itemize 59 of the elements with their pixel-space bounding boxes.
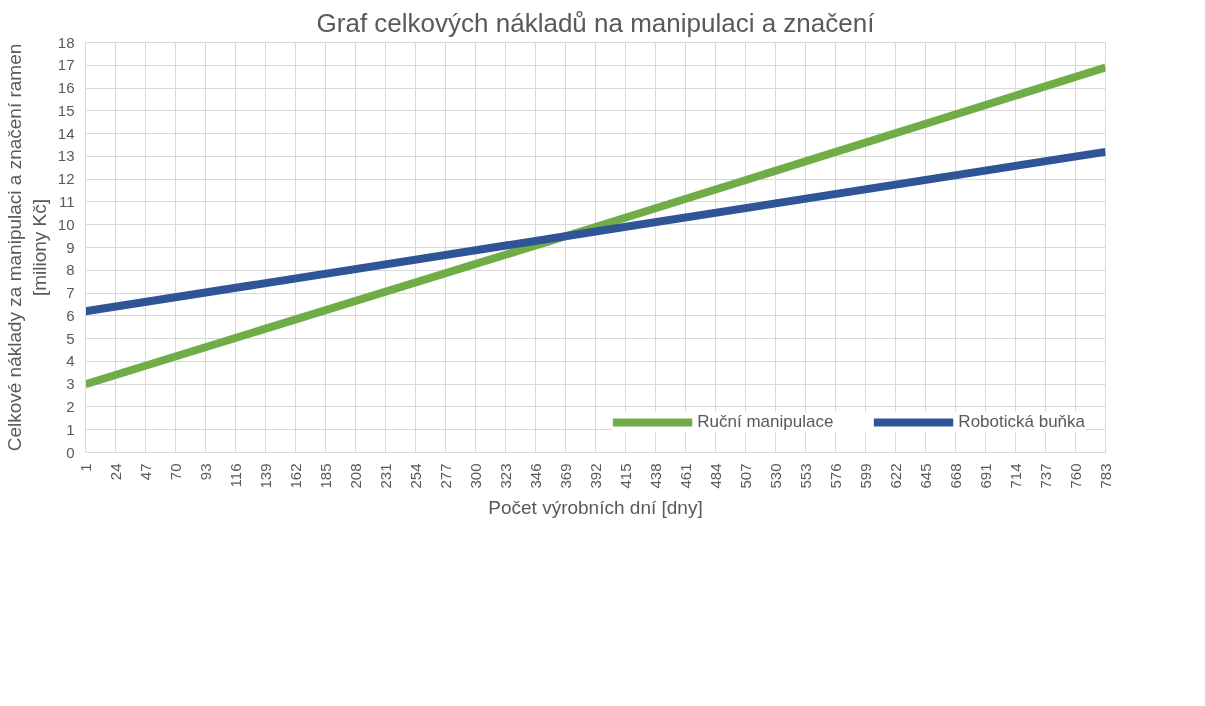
x-tick-label: 323 [496,463,514,489]
y-tick-label: 1 [66,420,75,438]
x-tick-label: 530 [766,463,784,489]
y-tick-label: 15 [57,101,75,119]
y-tick-label: 16 [57,79,75,97]
y-tick-label: 8 [66,261,75,279]
y-tick-label: 4 [66,352,75,370]
x-tick-label: 369 [556,463,574,489]
x-tick-label: 277 [436,463,454,489]
y-tick-label: 2 [66,397,75,415]
x-tick-label: 415 [616,463,634,489]
x-tick-label: 461 [676,463,694,489]
x-tick-label: 507 [736,463,754,489]
y-tick-label: 18 [57,33,75,51]
x-tick-label: 691 [976,463,994,489]
x-tick-label: 737 [1036,463,1054,489]
y-tick-label: 7 [66,284,75,302]
y-tick-label: 13 [57,147,75,165]
y-tick-label: 0 [66,443,75,461]
x-axis-title: Počet výrobních dní [dny] [488,496,703,518]
y-tick-label: 3 [66,375,75,393]
x-tick-label: 185 [316,463,334,489]
x-tick-label: 47 [136,463,154,481]
x-tick-label: 599 [856,463,874,489]
x-tick-label: 783 [1096,463,1114,489]
y-tick-label: 10 [57,215,75,233]
x-tick-label: 300 [466,463,484,489]
x-tick-label: 1 [76,463,94,472]
x-tick-label: 24 [106,463,124,481]
y-tick-label: 14 [57,124,75,142]
x-tick-label: 668 [946,463,964,489]
y-tick-label: 12 [57,170,75,188]
x-tick-label: 760 [1066,463,1084,489]
x-tick-label: 438 [646,463,664,489]
y-tick-label: 6 [66,306,75,324]
x-tick-label: 139 [256,463,274,489]
x-tick-label: 346 [526,463,544,489]
legend-label: Robotická buňka [958,412,1085,432]
x-tick-label: 70 [166,463,184,481]
x-tick-label: 714 [1006,463,1024,489]
x-tick-label: 392 [586,463,604,489]
y-tick-label: 9 [66,238,75,256]
x-tick-label: 484 [706,463,724,489]
x-tick-label: 208 [346,463,364,489]
y-tick-label: 11 [58,192,75,210]
y-tick-label: 17 [57,56,75,74]
x-tick-label: 576 [826,463,844,489]
y-tick-label: 5 [66,329,75,347]
x-tick-label: 93 [196,463,214,481]
x-tick-label: 231 [376,463,394,489]
legend-label: Ruční manipulace [697,412,834,432]
x-tick-label: 553 [796,463,814,489]
y-axis-title: Celkové náklady za manipulaci a značení ramen [miliony Kč] [3,43,50,452]
x-tick-label: 116 [226,463,244,488]
chart-title: Graf celkových nákladů na manipulaci a značení [316,7,876,38]
x-tick-label: 254 [406,463,424,489]
x-tick-label: 162 [286,463,304,489]
x-tick-label: 645 [916,463,934,489]
x-tick-label: 622 [886,463,904,489]
